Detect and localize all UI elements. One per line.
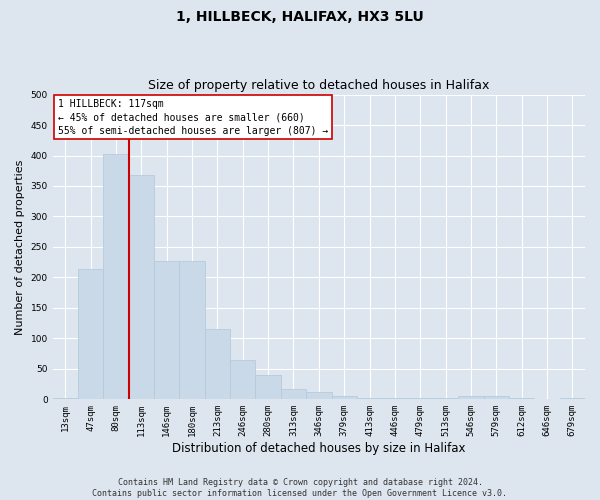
Bar [306, 392, 332, 400]
Title: Size of property relative to detached houses in Halifax: Size of property relative to detached ho… [148, 79, 490, 92]
Bar [433, 398, 458, 400]
Bar [407, 398, 433, 400]
Text: 1 HILLBECK: 117sqm
← 45% of detached houses are smaller (660)
55% of semi-detach: 1 HILLBECK: 117sqm ← 45% of detached hou… [58, 99, 328, 136]
Bar [535, 398, 560, 400]
Bar [230, 360, 256, 400]
Bar [382, 398, 407, 400]
Bar [256, 375, 281, 400]
Bar [53, 398, 78, 400]
Bar [281, 389, 306, 400]
Bar [458, 396, 484, 400]
Bar [78, 270, 103, 400]
Bar [560, 398, 585, 400]
Y-axis label: Number of detached properties: Number of detached properties [15, 160, 25, 334]
Text: 1, HILLBECK, HALIFAX, HX3 5LU: 1, HILLBECK, HALIFAX, HX3 5LU [176, 10, 424, 24]
Bar [154, 261, 179, 400]
X-axis label: Distribution of detached houses by size in Halifax: Distribution of detached houses by size … [172, 442, 466, 455]
Bar [357, 398, 382, 400]
Bar [509, 398, 535, 400]
Text: Contains HM Land Registry data © Crown copyright and database right 2024.
Contai: Contains HM Land Registry data © Crown c… [92, 478, 508, 498]
Bar [205, 329, 230, 400]
Bar [484, 396, 509, 400]
Bar [103, 154, 129, 400]
Bar [129, 175, 154, 400]
Bar [179, 261, 205, 400]
Bar [332, 396, 357, 400]
